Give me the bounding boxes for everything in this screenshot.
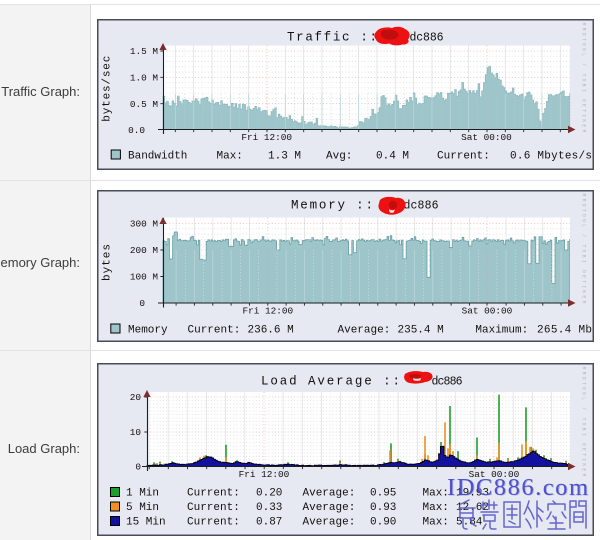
svg-text:100 M: 100 M xyxy=(130,272,159,283)
svg-text:Current:: Current: xyxy=(187,517,240,529)
svg-text:5 Min: 5 Min xyxy=(126,502,159,514)
svg-text:Load Average ::: Load Average :: xyxy=(261,375,400,389)
svg-text:1 Min: 1 Min xyxy=(126,488,159,500)
svg-text:Fri 12:00: Fri 12:00 xyxy=(242,305,293,316)
svg-text:bytes: bytes xyxy=(102,244,114,281)
svg-text:IDC886.com: IDC886.com xyxy=(447,474,588,501)
svg-text:dc886: dc886 xyxy=(404,200,439,213)
svg-text:Bandwidth: Bandwidth xyxy=(128,151,187,163)
svg-text:Sat 00:00: Sat 00:00 xyxy=(469,469,520,480)
svg-text:Avg:: Avg: xyxy=(326,151,352,163)
svg-text:1.5 M: 1.5 M xyxy=(130,46,159,57)
svg-text:15 Min: 15 Min xyxy=(126,517,166,529)
svg-text:Max:: Max: xyxy=(423,517,449,529)
svg-text:Current:: Current: xyxy=(187,502,240,514)
svg-text:dc886: dc886 xyxy=(432,376,463,389)
svg-text:dc886: dc886 xyxy=(410,32,444,45)
svg-text:300 M: 300 M xyxy=(130,219,159,230)
svg-text:Average:: Average: xyxy=(338,324,391,336)
svg-text:Memory: Memory xyxy=(128,324,168,336)
svg-text:Current:: Current: xyxy=(437,151,490,163)
svg-text:200 M: 200 M xyxy=(130,245,159,256)
svg-text:1.0 M: 1.0 M xyxy=(130,73,159,84)
svg-text:0.20: 0.20 xyxy=(256,488,282,500)
svg-text:265.4 Mb: 265.4 Mb xyxy=(537,324,592,336)
svg-text:Max:: Max: xyxy=(423,488,449,500)
svg-text:bytes/sec: bytes/sec xyxy=(102,56,114,122)
svg-text:236.6 M: 236.6 M xyxy=(248,324,294,336)
svg-text:235.4 M: 235.4 M xyxy=(398,324,444,336)
svg-text:Fri 12:00: Fri 12:00 xyxy=(239,469,290,480)
svg-text:Fri 12:00: Fri 12:00 xyxy=(241,132,292,143)
svg-text:0.5 M: 0.5 M xyxy=(130,99,159,110)
svg-text:0.90: 0.90 xyxy=(370,517,396,529)
svg-text:20: 20 xyxy=(130,392,142,403)
svg-text:0.0: 0.0 xyxy=(128,125,145,136)
svg-text:0: 0 xyxy=(139,298,145,309)
svg-text:Max:: Max: xyxy=(423,502,449,514)
svg-text:0.95: 0.95 xyxy=(370,488,396,500)
svg-text:Maximum:: Maximum: xyxy=(475,324,528,336)
svg-text:0.93: 0.93 xyxy=(370,502,396,514)
svg-text:0.4 M: 0.4 M xyxy=(376,151,409,163)
svg-text:Current:: Current: xyxy=(188,324,241,336)
svg-text:10: 10 xyxy=(130,427,142,438)
svg-text:0.6 Mbytes/s: 0.6 Mbytes/s xyxy=(510,151,592,163)
svg-text:Max:: Max: xyxy=(217,151,243,163)
svg-text:IDC886.com: IDC886.com xyxy=(448,475,589,502)
svg-text:Average:: Average: xyxy=(303,517,356,529)
svg-text:0: 0 xyxy=(135,462,141,473)
svg-text:Average:: Average: xyxy=(303,488,356,500)
svg-text:Average:: Average: xyxy=(303,502,356,514)
svg-text:0.87: 0.87 xyxy=(256,517,282,529)
svg-text:Sat 00:00: Sat 00:00 xyxy=(462,305,513,316)
svg-text:Memory ::: Memory :: xyxy=(291,199,373,213)
svg-text:1.3 M: 1.3 M xyxy=(268,151,301,163)
svg-text:Current:: Current: xyxy=(187,488,240,500)
svg-text:Traffic ::: Traffic :: xyxy=(287,31,377,45)
svg-text:0.33: 0.33 xyxy=(256,502,282,514)
svg-text:19.93: 19.93 xyxy=(456,488,489,500)
svg-text:Sat 00:00: Sat 00:00 xyxy=(461,132,512,143)
